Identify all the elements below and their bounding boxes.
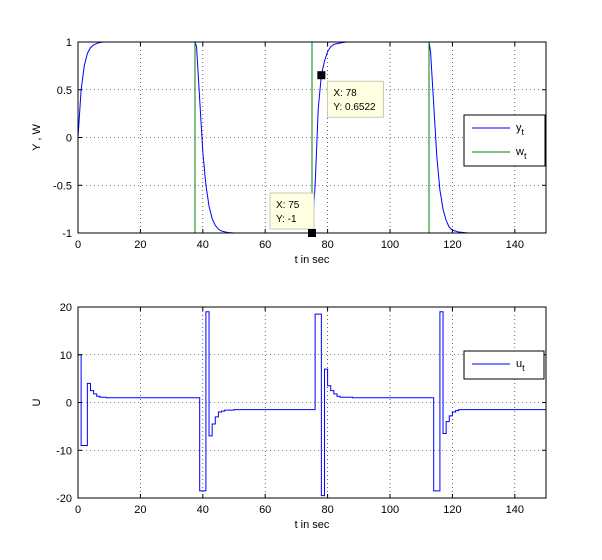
datatip-box bbox=[326, 80, 384, 118]
x-tick-label: 20 bbox=[134, 504, 146, 516]
plot-area bbox=[78, 307, 546, 498]
x-tick-label: 40 bbox=[197, 239, 209, 251]
x-tick-label: 20 bbox=[134, 239, 146, 251]
legend-box bbox=[463, 114, 546, 167]
x-tick-label: 0 bbox=[75, 504, 81, 516]
datatip-x-text: X: 78 bbox=[333, 88, 357, 99]
series-line-u-t bbox=[78, 311, 546, 497]
y-tick-label: 0 bbox=[66, 398, 72, 410]
x-tick-label: 120 bbox=[443, 239, 461, 251]
x-axis-label: t in sec bbox=[295, 254, 330, 266]
datatip-marker[interactable] bbox=[308, 229, 316, 237]
x-tick-label: 100 bbox=[381, 239, 399, 251]
y-axis-label: U bbox=[31, 398, 43, 406]
x-tick-label: 140 bbox=[506, 239, 524, 251]
y-tick-label: 0.5 bbox=[57, 85, 72, 97]
series-line-w-t bbox=[78, 42, 546, 233]
y-tick-label: 20 bbox=[60, 302, 72, 314]
legend-label-w-t: wt bbox=[515, 146, 527, 161]
legend-box bbox=[463, 350, 545, 380]
datatip-box bbox=[269, 192, 315, 230]
x-tick-label: 120 bbox=[443, 504, 461, 516]
datatip-x-text: X: 75 bbox=[276, 200, 300, 211]
series-line-y-t bbox=[78, 42, 546, 233]
x-tick-label: 80 bbox=[321, 239, 333, 251]
y-tick-label: -0.5 bbox=[53, 180, 72, 192]
legend: yt wt bbox=[463, 114, 546, 167]
x-tick-label: 0 bbox=[75, 239, 81, 251]
y-tick-label: 1 bbox=[66, 37, 72, 49]
y-tick-label: -10 bbox=[56, 445, 72, 457]
y-tick-label: 10 bbox=[60, 350, 72, 362]
datatip-y-text: Y: 0.6522 bbox=[333, 102, 376, 113]
x-axis-label: t in sec bbox=[295, 519, 330, 531]
y-tick-label: -1 bbox=[62, 228, 72, 240]
x-tick-label: 140 bbox=[506, 504, 524, 516]
datatip[interactable]: X: 78 Y: 0.6522 bbox=[317, 71, 384, 118]
legend-label-y-t: yt bbox=[516, 122, 525, 137]
y-axis-label: Y , W bbox=[31, 124, 43, 151]
y-tick-label: 0 bbox=[66, 133, 72, 145]
datatip[interactable]: X: 75 Y: -1 bbox=[269, 192, 316, 237]
x-tick-label: 80 bbox=[321, 504, 333, 516]
x-tick-label: 60 bbox=[259, 239, 271, 251]
chart-1: 0 20 40 60 80 100 120 140 -1 -0.5 0 0.5 1 t in sec Y ,… bbox=[31, 37, 547, 266]
y-tick-label: -20 bbox=[56, 493, 72, 505]
x-tick-label: 40 bbox=[197, 504, 209, 516]
datatip-marker[interactable] bbox=[317, 71, 326, 80]
legend-label-u-t: ut bbox=[516, 358, 525, 373]
datatip-y-text: Y: -1 bbox=[276, 214, 297, 225]
legend: ut bbox=[463, 350, 545, 380]
x-tick-label: 100 bbox=[381, 504, 399, 516]
x-tick-label: 60 bbox=[259, 504, 271, 516]
chart-2: 0 20 40 60 80 100 120 140 -20 -10 0 10 20 t in sec Uut bbox=[31, 302, 547, 531]
